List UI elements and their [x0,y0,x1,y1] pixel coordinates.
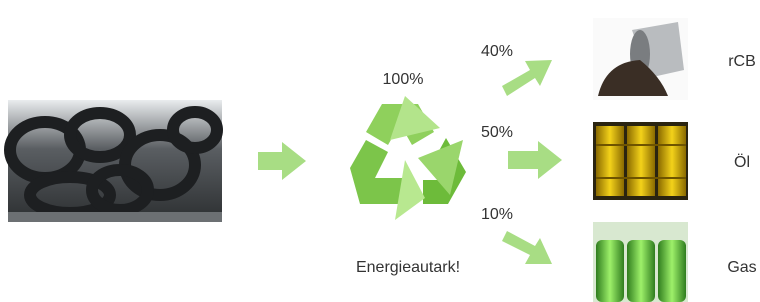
diagram: 100% Energieautark! 40% rCB 50% Öl 10% Gas [0,0,760,302]
arrow [508,141,562,179]
output-share: 10% [481,206,513,223]
rcb-image [593,18,688,100]
center-share: 100% [383,71,424,88]
recycle-symbol [350,96,466,220]
arrow [502,60,552,96]
output-label: rCB [728,53,756,70]
gas-image [593,222,688,302]
tire-image [8,100,222,222]
caption: Energieautark! [356,259,460,276]
arrow [502,231,552,264]
page: 100% Energieautark! 40%rCB50%Öl10%Gas ((… [0,0,760,302]
arrow [258,142,306,180]
oil-image [593,122,688,200]
output-share: 40% [481,43,513,60]
output-share: 50% [481,124,513,141]
output-label: Öl [734,153,750,171]
output-label: Gas [727,259,756,276]
